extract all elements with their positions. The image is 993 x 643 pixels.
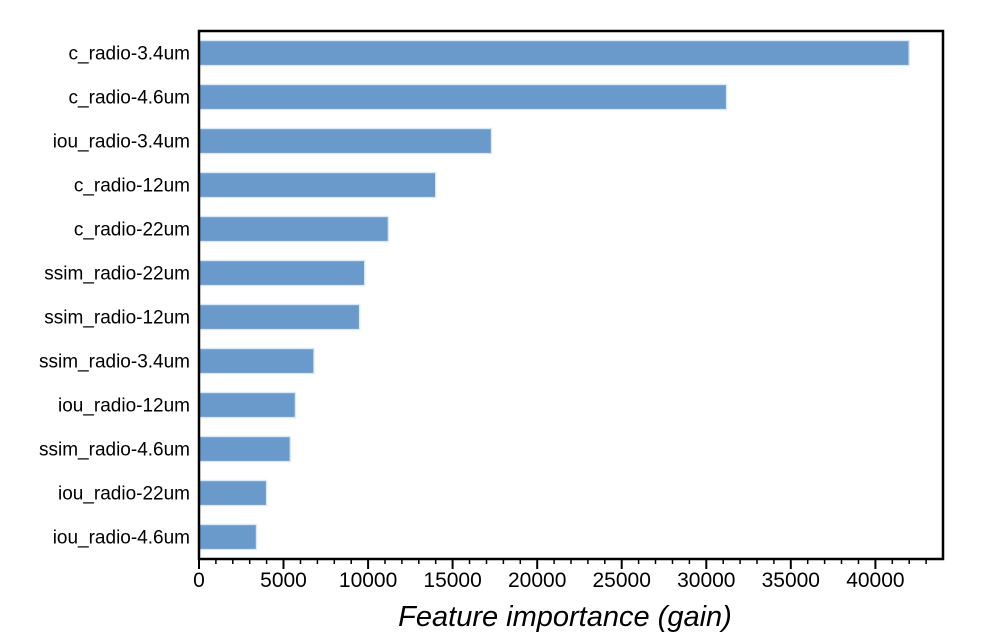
y-tick-label: c_radio-22um bbox=[74, 220, 190, 241]
bar bbox=[198, 171, 437, 199]
y-tick-label: ssim_radio-12um bbox=[44, 308, 190, 329]
x-tick-label: 35000 bbox=[762, 569, 820, 592]
y-tick-label: iou_radio-12um bbox=[58, 396, 190, 417]
bar bbox=[198, 523, 258, 551]
bar bbox=[198, 215, 390, 243]
y-tick-label: iou_radio-3.4um bbox=[53, 132, 190, 153]
y-tick-label: ssim_radio-3.4um bbox=[39, 352, 190, 373]
y-tick-label: ssim_radio-4.6um bbox=[39, 440, 190, 461]
x-tick-label: 20000 bbox=[508, 569, 566, 592]
bar bbox=[198, 259, 366, 287]
bars-layer bbox=[198, 39, 910, 551]
labels-layer: c_radio-3.4um c_radio-4.6um iou_radio-3.4u… bbox=[39, 44, 905, 593]
y-tick-label: iou_radio-4.6um bbox=[53, 528, 190, 549]
y-tick-label: c_radio-12um bbox=[74, 176, 190, 197]
plot-border bbox=[197, 29, 945, 561]
x-tick-label: 25000 bbox=[592, 569, 650, 592]
x-tick-label: 15000 bbox=[423, 569, 481, 592]
x-tick-label: 40000 bbox=[846, 569, 904, 592]
bar bbox=[198, 391, 297, 419]
x-tick-label: 0 bbox=[193, 569, 205, 592]
x-tick-label: 10000 bbox=[339, 569, 397, 592]
bar bbox=[198, 479, 268, 507]
bar bbox=[198, 39, 910, 67]
y-tick-label: ssim_radio-22um bbox=[44, 264, 190, 285]
y-tick-label: c_radio-3.4um bbox=[69, 44, 190, 65]
axes-layer bbox=[197, 29, 945, 569]
bar bbox=[198, 127, 493, 155]
bar bbox=[198, 347, 315, 375]
y-tick-label: c_radio-4.6um bbox=[69, 88, 190, 109]
bar bbox=[198, 303, 361, 331]
bar bbox=[198, 435, 292, 463]
bar bbox=[198, 83, 728, 111]
x-tick-label: 5000 bbox=[260, 569, 307, 592]
y-tick-label: iou_radio-22um bbox=[58, 484, 190, 505]
x-tick-label: 30000 bbox=[677, 569, 735, 592]
x-axis-label: Feature importance (gain) bbox=[398, 601, 732, 633]
